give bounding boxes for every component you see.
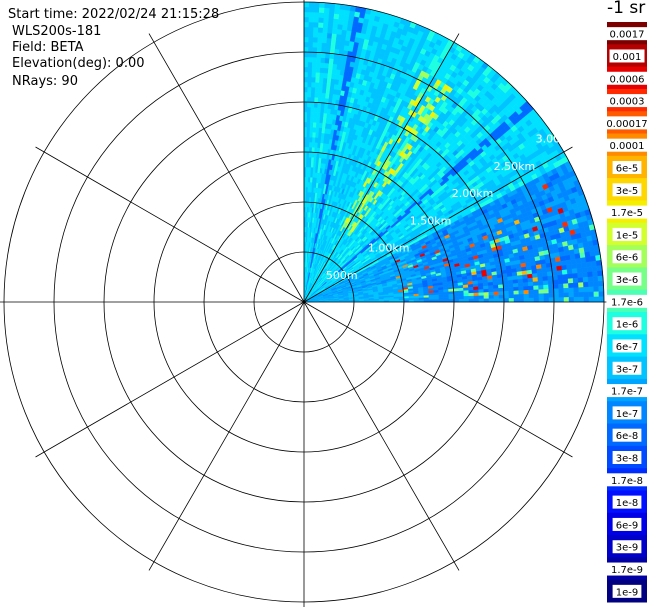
backscatter-sector xyxy=(303,1,605,303)
